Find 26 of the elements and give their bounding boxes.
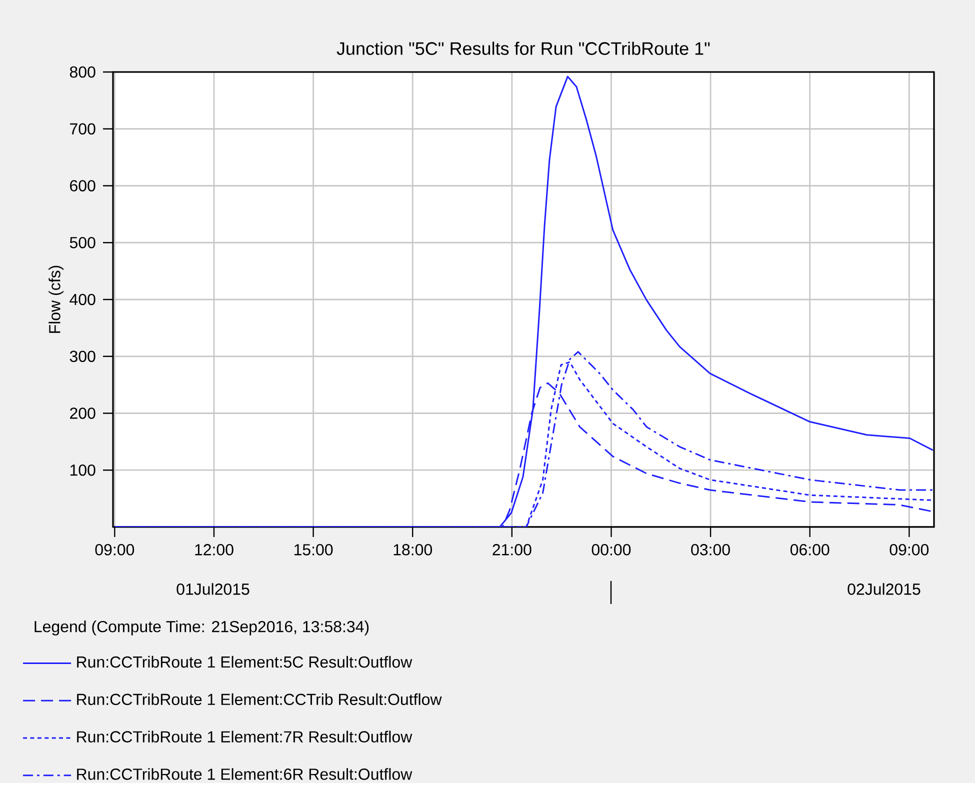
legend-label: Run:CCTribRoute 1 Element:7R Result:Outflow	[77, 730, 412, 743]
y-axis-title: Flow (cfs)	[48, 266, 64, 333]
x-tick-label: 21:00	[492, 544, 532, 556]
y-tick-label: 200	[70, 408, 96, 420]
x-tick-label: 12:00	[195, 544, 234, 556]
y-tick-label: 800	[70, 66, 96, 78]
x-tick-label: 15:00	[294, 544, 333, 556]
chart-title: Junction "5C" Results for Run "CCTribRoute 1"	[336, 42, 710, 56]
text: 01Jul2015	[176, 583, 250, 595]
legend-title: Legend (Compute Time: 21Sep2016, 13:58:34)	[34, 620, 369, 636]
y-tick-label: 600	[70, 180, 96, 192]
y-tick-label: 100	[70, 464, 96, 476]
text: 02Jul2015	[848, 583, 920, 595]
legend-label: Run:CCTribRoute 1 Element:CCTrib Result:Outflow	[77, 693, 442, 706]
x-tick-label: 00:00	[592, 544, 631, 556]
y-tick-label: 300	[70, 350, 96, 362]
y-tick-label: 400	[70, 294, 96, 306]
legend-label: Run:CCTribRoute 1 Element:6R Result:Outflow	[77, 768, 412, 780]
x-tick-label: 03:00	[691, 544, 730, 556]
x-tick-label: 09:00	[95, 544, 134, 556]
y-tick-label: 700	[70, 123, 96, 135]
x-tick-label: 06:00	[790, 544, 830, 556]
legend-label: Run:CCTribRoute 1 Element:5C Result:Outflow	[77, 656, 412, 668]
x-tick-label: 18:00	[394, 544, 432, 556]
y-tick-label: 500	[70, 237, 96, 248]
x-tick-label: 09:00	[890, 544, 929, 556]
